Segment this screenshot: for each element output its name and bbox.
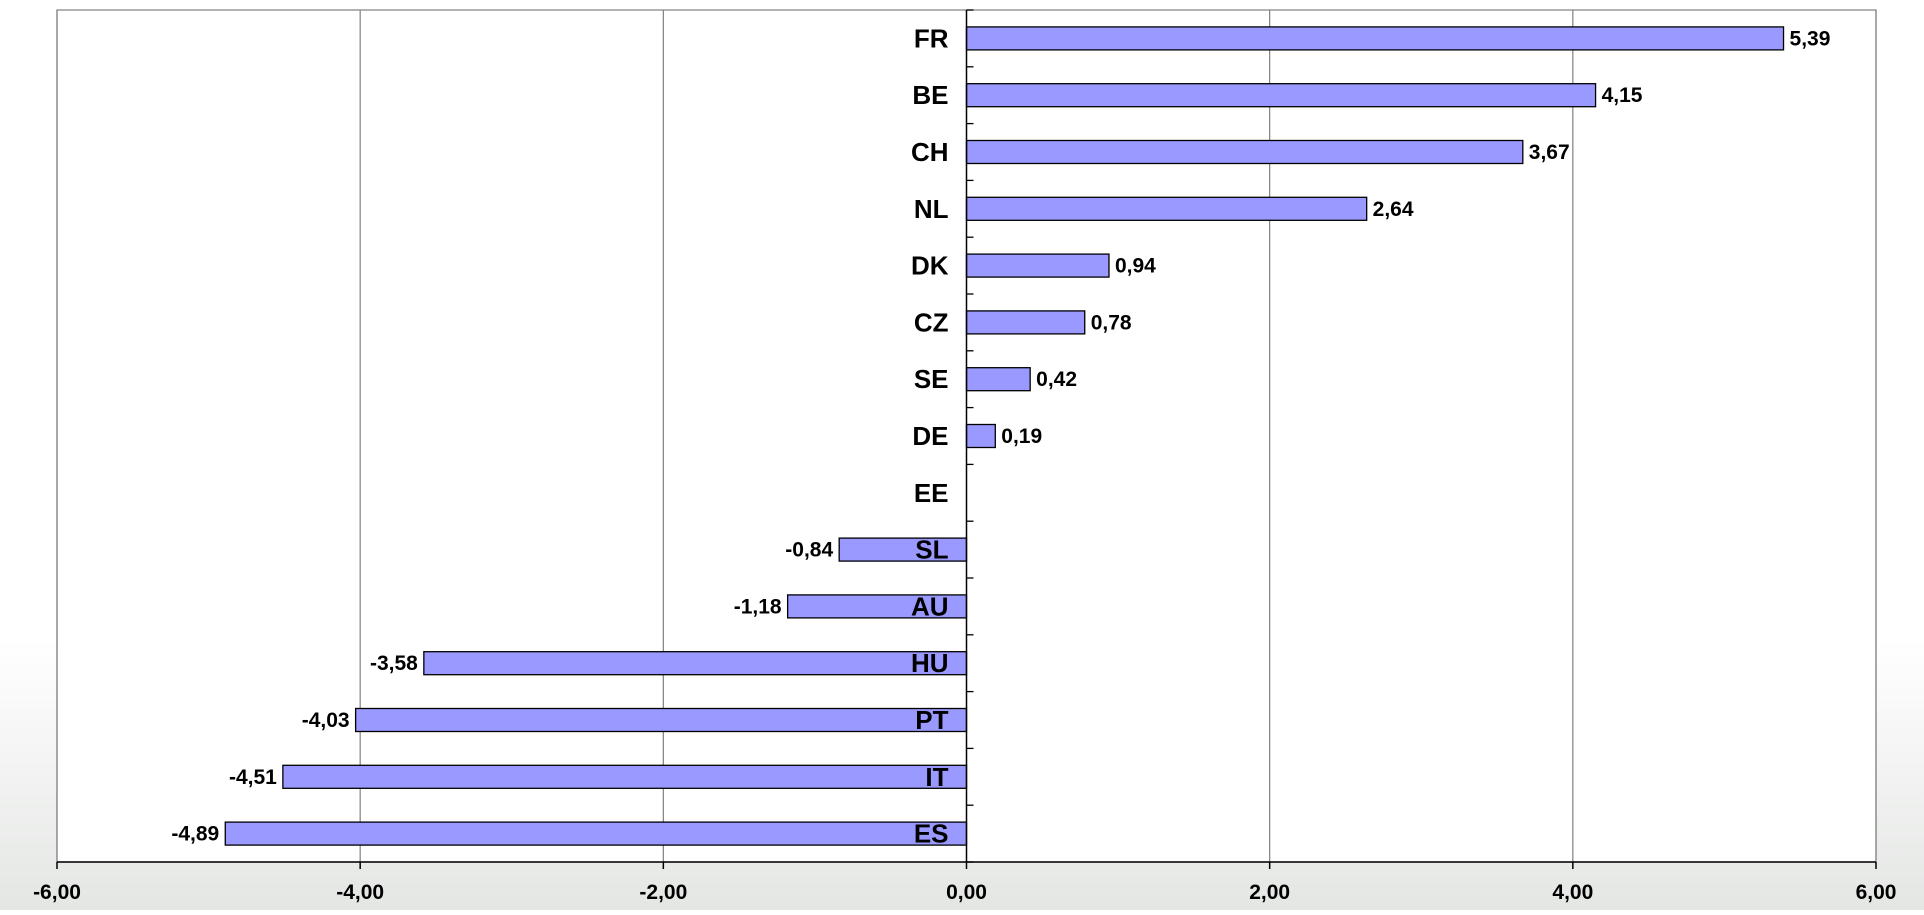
category-label-ee: EE bbox=[914, 478, 949, 508]
category-label-cz: CZ bbox=[914, 307, 949, 337]
x-tick-label: 2,00 bbox=[1249, 881, 1290, 904]
category-label-dk: DK bbox=[911, 251, 949, 281]
data-label-de: 0,19 bbox=[1001, 425, 1042, 448]
bar-pt bbox=[354, 707, 968, 733]
data-label-sl: -0,84 bbox=[785, 539, 833, 562]
data-label-au: -1,18 bbox=[734, 595, 782, 618]
category-label-sl: SL bbox=[915, 535, 948, 565]
x-tick-label: -4,00 bbox=[336, 881, 384, 904]
x-tick-label: 4,00 bbox=[1552, 881, 1593, 904]
bar-es bbox=[224, 821, 968, 846]
category-label-be: BE bbox=[912, 80, 948, 110]
data-label-be: 4,15 bbox=[1602, 84, 1643, 107]
bar-ch bbox=[965, 139, 1524, 165]
x-tick-label: 6,00 bbox=[1856, 881, 1897, 904]
bar-hu bbox=[423, 651, 968, 676]
category-label-au: AU bbox=[911, 591, 949, 621]
bar-cz bbox=[965, 310, 1086, 335]
bar-it bbox=[282, 764, 968, 789]
bar-fr bbox=[965, 26, 1785, 51]
category-label-ch: CH bbox=[911, 137, 949, 167]
bar-nl bbox=[965, 196, 1368, 221]
x-tick-label: -6,00 bbox=[33, 881, 81, 904]
x-tick-label: 0,00 bbox=[946, 881, 987, 904]
data-label-it: -4,51 bbox=[229, 766, 277, 789]
data-label-cz: 0,78 bbox=[1091, 311, 1132, 334]
category-label-de: DE bbox=[912, 421, 948, 451]
data-label-se: 0,42 bbox=[1036, 368, 1077, 391]
category-label-nl: NL bbox=[914, 194, 949, 224]
x-tick-label: -2,00 bbox=[639, 881, 687, 904]
category-label-it: IT bbox=[925, 762, 948, 792]
category-label-hu: HU bbox=[911, 648, 949, 678]
category-label-se: SE bbox=[914, 364, 949, 394]
bar-de bbox=[965, 423, 996, 449]
data-label-pt: -4,03 bbox=[302, 709, 350, 732]
data-label-fr: 5,39 bbox=[1790, 27, 1831, 50]
category-label-fr: FR bbox=[914, 23, 949, 53]
category-label-es: ES bbox=[914, 819, 949, 849]
data-label-hu: -3,58 bbox=[370, 652, 418, 675]
category-label-pt: PT bbox=[915, 705, 948, 735]
bar-se bbox=[965, 367, 1031, 392]
data-label-dk: 0,94 bbox=[1115, 255, 1156, 278]
bar-be bbox=[965, 83, 1597, 108]
data-label-nl: 2,64 bbox=[1373, 198, 1414, 221]
data-label-ch: 3,67 bbox=[1529, 141, 1570, 164]
bar-dk bbox=[965, 253, 1110, 278]
data-label-es: -4,89 bbox=[171, 823, 219, 846]
